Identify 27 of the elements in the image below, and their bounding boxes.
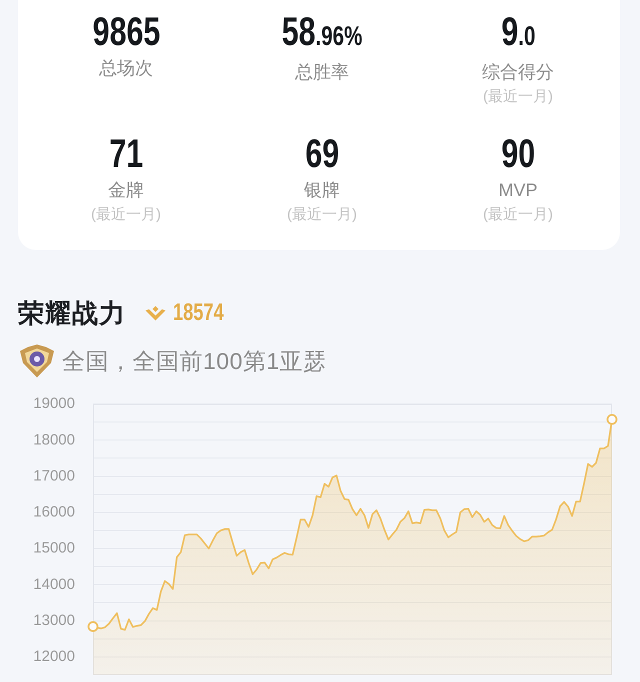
category-label: 总胜率 <box>295 61 349 83</box>
text: (最近一月) <box>91 206 161 223</box>
text: 9.0 <box>500 10 536 54</box>
y-tick-label: 18000 <box>33 431 75 448</box>
y-tick-label: 13000 <box>33 612 75 629</box>
text: 9865 <box>92 10 160 54</box>
y-tick-label: 14000 <box>33 576 75 593</box>
category-label: 总场次 <box>99 57 153 79</box>
chart-title: 荣耀战力 <box>18 297 126 329</box>
text: (最近一月) <box>287 206 357 223</box>
y-tick-label: 16000 <box>33 504 75 521</box>
y-tick-label: 19000 <box>33 395 75 412</box>
text: (最近一月) <box>483 206 553 223</box>
category-label: 综合得分 <box>482 61 554 83</box>
text: 58.96% <box>282 10 362 54</box>
y-tick-label: 12000 <box>33 648 75 666</box>
category-label: 银牌 <box>304 179 340 201</box>
category-label: MVP <box>498 179 538 201</box>
text: 71 <box>109 132 143 176</box>
y-tick-label: 15000 <box>33 540 75 557</box>
text: 18574 <box>173 298 224 328</box>
chart-subtitle: 全国，全国前100第1亚瑟 <box>62 347 327 375</box>
text: 69 <box>305 132 339 176</box>
category-label: 金牌 <box>108 179 144 201</box>
text: (最近一月) <box>483 88 553 105</box>
y-tick-label: 17000 <box>33 467 75 484</box>
text: 90 <box>501 132 535 176</box>
